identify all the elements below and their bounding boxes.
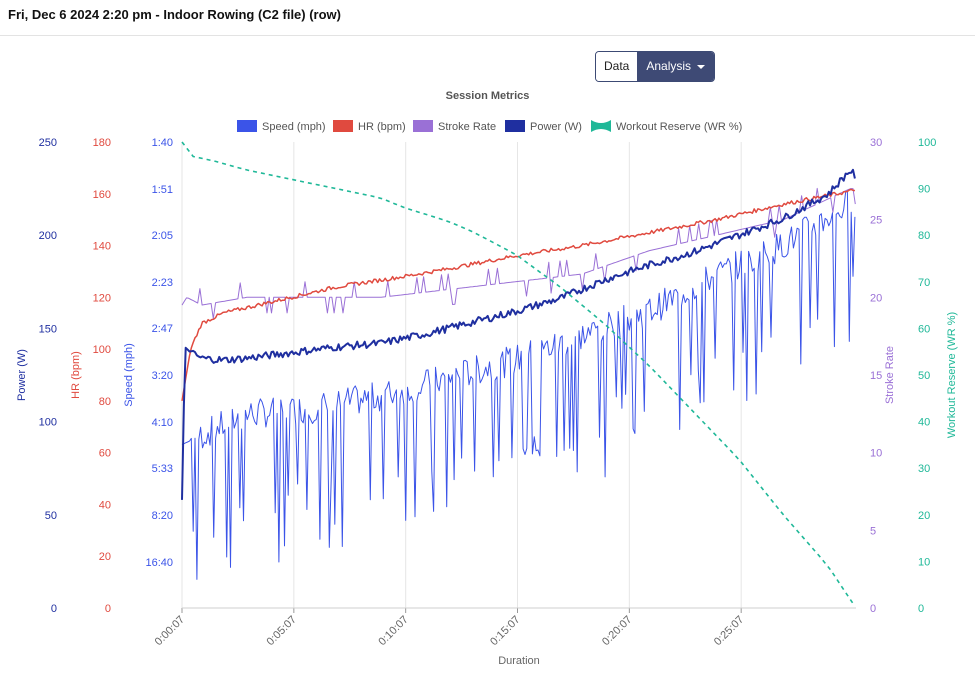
legend-swatch-wr xyxy=(591,120,611,132)
x-tick-label: 0:25:07 xyxy=(712,614,746,648)
wr-axis-tick-label: 50 xyxy=(918,370,930,382)
speed-axis-tick-label: 4:10 xyxy=(152,417,173,429)
legend-swatch-hr xyxy=(333,120,353,132)
page-title: Fri, Dec 6 2024 2:20 pm - Indoor Rowing … xyxy=(8,7,341,22)
chart-title: Session Metrics xyxy=(445,90,530,102)
wr-axis-tick-label: 20 xyxy=(918,510,930,522)
page-header: Fri, Dec 6 2024 2:20 pm - Indoor Rowing … xyxy=(0,0,975,36)
power-axis-tick-label: 0 xyxy=(51,603,57,615)
power-axis-tick-label: 200 xyxy=(39,230,57,242)
hr-axis-tick-label: 40 xyxy=(99,499,111,511)
hr-axis-tick-label: 160 xyxy=(93,189,111,201)
speed-axis-tick-label: 5:33 xyxy=(152,463,173,475)
hr-axis-tick-label: 20 xyxy=(99,551,111,563)
legend-swatch-power xyxy=(505,120,525,132)
stroke-axis-tick-label: 25 xyxy=(870,215,882,227)
stroke-axis-axis-title: Stroke Rate xyxy=(884,346,896,404)
view-toggle: Data Analysis xyxy=(595,51,716,82)
series-line-speed xyxy=(181,190,856,580)
legend-label-power: Power (W) xyxy=(530,121,582,133)
speed-axis-tick-label: 2:47 xyxy=(152,323,173,335)
wr-axis-tick-label: 90 xyxy=(918,184,930,196)
wr-axis-tick-label: 70 xyxy=(918,277,930,289)
power-axis-tick-label: 50 xyxy=(45,510,57,522)
x-axis-title: Duration xyxy=(498,655,540,667)
speed-axis-tick-label: 1:51 xyxy=(152,184,173,196)
hr-axis-tick-label: 180 xyxy=(93,137,111,149)
stroke-axis-tick-label: 20 xyxy=(870,292,882,304)
stroke-axis-tick-label: 10 xyxy=(870,448,882,460)
power-axis-tick-label: 250 xyxy=(39,137,57,149)
hr-axis-tick-label: 140 xyxy=(93,241,111,253)
speed-axis-tick-label: 2:23 xyxy=(152,277,173,289)
x-tick-label: 0:00:07 xyxy=(153,614,187,648)
legend-swatch-stroke xyxy=(413,120,433,132)
legend-swatch-speed xyxy=(237,120,257,132)
series-line-hr xyxy=(181,188,856,402)
x-tick-label: 0:10:07 xyxy=(376,614,410,648)
wr-axis-tick-label: 0 xyxy=(918,603,924,615)
hr-axis-tick-label: 0 xyxy=(105,603,111,615)
stroke-axis-tick-label: 0 xyxy=(870,603,876,615)
power-axis-tick-label: 100 xyxy=(39,417,57,429)
series-line-power xyxy=(181,168,856,500)
speed-axis-tick-label: 1:40 xyxy=(152,137,173,149)
speed-axis-tick-label: 2:05 xyxy=(152,230,173,242)
x-tick-label: 0:20:07 xyxy=(600,614,634,648)
power-axis-axis-title: Power (W) xyxy=(16,349,28,401)
wr-axis-tick-label: 100 xyxy=(918,137,936,149)
x-tick-label: 0:05:07 xyxy=(265,614,299,648)
wr-axis-tick-label: 40 xyxy=(918,417,930,429)
speed-axis-tick-label: 3:20 xyxy=(152,370,173,382)
hr-axis-axis-title: HR (bpm) xyxy=(70,351,82,399)
data-button[interactable]: Data xyxy=(596,52,638,81)
hr-axis-tick-label: 60 xyxy=(99,448,111,460)
analysis-dropdown-button[interactable]: Analysis xyxy=(637,52,715,81)
stroke-axis-tick-label: 30 xyxy=(870,137,882,149)
legend-label-hr: HR (bpm) xyxy=(358,121,406,133)
hr-axis-tick-label: 100 xyxy=(93,344,111,356)
speed-axis-title: Speed (mph) xyxy=(123,343,135,407)
legend-label-speed: Speed (mph) xyxy=(262,121,326,133)
caret-down-icon xyxy=(697,64,706,69)
legend-label-stroke: Stroke Rate xyxy=(438,121,496,133)
series-line-wr xyxy=(181,141,854,604)
speed-axis-tick-label: 8:20 xyxy=(152,510,173,522)
wr-axis-tick-label: 80 xyxy=(918,230,930,242)
x-tick-label: 0:15:07 xyxy=(488,614,522,648)
hr-axis-tick-label: 80 xyxy=(99,396,111,408)
analysis-label: Analysis xyxy=(646,59,692,73)
stroke-axis-tick-label: 15 xyxy=(870,370,882,382)
hr-axis-tick-label: 120 xyxy=(93,292,111,304)
speed-axis-tick-label: 16:40 xyxy=(145,557,173,569)
wr-axis-axis-title: Workout Reserve (WR %) xyxy=(946,312,958,438)
stroke-axis-tick-label: 5 xyxy=(870,525,876,537)
power-axis-tick-label: 150 xyxy=(39,323,57,335)
wr-axis-tick-label: 30 xyxy=(918,463,930,475)
wr-axis-tick-label: 10 xyxy=(918,556,930,568)
legend-label-wr: Workout Reserve (WR %) xyxy=(616,121,742,133)
wr-axis-tick-label: 60 xyxy=(918,323,930,335)
